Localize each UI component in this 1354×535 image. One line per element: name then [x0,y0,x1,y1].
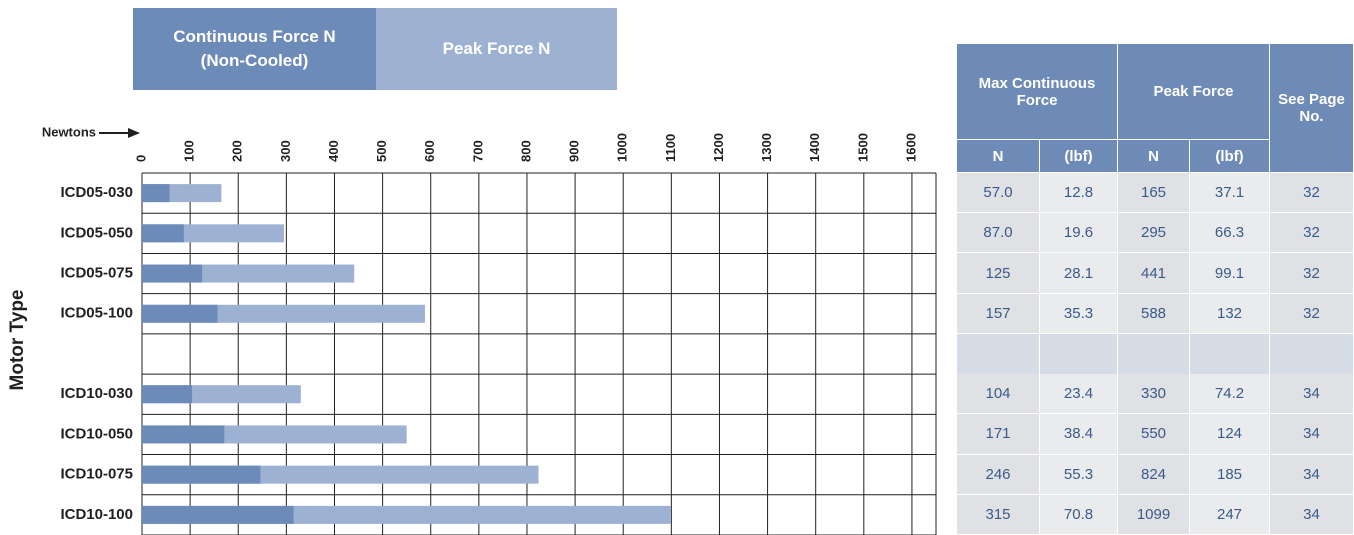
x-tick-label: 1400 [807,133,822,162]
table-cell: 247 [1190,494,1270,535]
y-tick-label: ICD10-030 [60,385,133,402]
bar [142,304,218,323]
table-cell: 34 [1270,454,1354,495]
table-cell: 104 [957,374,1040,415]
table-cell: 12.8 [1040,173,1118,214]
group-header: Max Continuous Force [957,44,1118,140]
bar [142,224,184,243]
x-tick-label: 500 [374,140,389,162]
unit-header: N [957,140,1040,173]
bar [142,184,170,203]
gap-cell [1118,333,1190,375]
unit-header: (lbf) [1040,140,1118,173]
table-cell: 1099 [1118,494,1190,535]
table-cell: 87.0 [957,213,1040,254]
x-tick-label: 1200 [711,133,726,162]
legend-continuous: Continuous Force N (Non-Cooled) [133,8,376,90]
chart: Motor Type Newtons 0 100 200 300 400 500 600 70… [7,124,937,535]
x-tick-label: 1100 [663,134,678,162]
gap-cell [1270,333,1354,375]
gap-cell [1190,333,1270,375]
unit-header: (lbf) [1190,140,1270,173]
x-tick-label: 0 [133,155,148,162]
x-axis-label: Newtons [42,124,96,139]
unit-header: N [1118,140,1190,173]
table-cell: 295 [1118,213,1190,254]
table-cell: 171 [957,414,1040,455]
y-axis-label: Motor Type [7,290,28,391]
bar [142,385,193,404]
y-tick-label: ICD10-050 [60,425,133,442]
table-cell: 32 [1270,293,1354,334]
gap-cell [1040,333,1118,375]
x-tick-label: 400 [326,140,341,162]
arrow-head [128,128,140,138]
bar [142,505,294,524]
table-cell: 32 [1270,173,1354,214]
table-cell: 28.1 [1040,253,1118,294]
table-cell: 37.1 [1190,173,1270,214]
table-cell: 441 [1118,253,1190,294]
gap-cell [957,333,1040,375]
table-cell: 550 [1118,414,1190,455]
x-tick-label: 900 [567,140,582,162]
table-cell: 34 [1270,374,1354,415]
x-tick-label: 800 [518,140,533,162]
table-cell: 99.1 [1190,253,1270,294]
y-tick-label: ICD05-030 [60,184,133,201]
bar [142,264,203,283]
table-cell: 165 [1118,173,1190,214]
y-tick-label: ICD05-075 [60,265,133,282]
x-tick-label: 1300 [759,133,774,162]
table-cell: 55.3 [1040,454,1118,495]
table-cell: 34 [1270,414,1354,455]
table-cell: 32 [1270,213,1354,254]
table-cell: 35.3 [1040,293,1118,334]
table-cell: 124 [1190,414,1270,455]
x-tick-label: 1500 [855,133,870,162]
y-tick-label: ICD10-075 [60,466,133,483]
table-cell: 315 [957,494,1040,535]
x-tick-label: 600 [422,140,437,162]
bar [142,465,261,484]
y-tick-label: ICD05-100 [60,305,133,322]
y-tick-label: ICD10-100 [60,506,133,523]
table-cell: 38.4 [1040,414,1118,455]
table-cell: 588 [1118,293,1190,334]
table-cell: 330 [1118,374,1190,415]
x-tick-label: 100 [182,140,197,162]
table-cell: 66.3 [1190,213,1270,254]
x-tick-label: 200 [230,140,245,162]
table-cell: 57.0 [957,173,1040,214]
table-cell: 34 [1270,494,1354,535]
table-cell: 70.8 [1040,494,1118,535]
table-cell: 125 [957,253,1040,294]
group-header: See Page No. [1270,44,1354,173]
table-cell: 157 [957,293,1040,334]
legend-peak: Peak Force N [376,8,617,90]
x-tick-label: 700 [470,140,485,162]
table-cell: 185 [1190,454,1270,495]
y-tick-label: ICD05-050 [60,224,133,241]
x-tick-label: 1600 [903,133,918,162]
table-cell: 74.2 [1190,374,1270,415]
table-cell: 132 [1190,293,1270,334]
bar [142,425,225,444]
x-tick-label: 300 [278,140,293,162]
table-cell: 32 [1270,253,1354,294]
group-header: Peak Force [1118,44,1270,140]
x-tick-label: 1000 [615,133,630,162]
table-cell: 824 [1118,454,1190,495]
table-cell: 246 [957,454,1040,495]
table-cell: 23.4 [1040,374,1118,415]
table-cell: 19.6 [1040,213,1118,254]
